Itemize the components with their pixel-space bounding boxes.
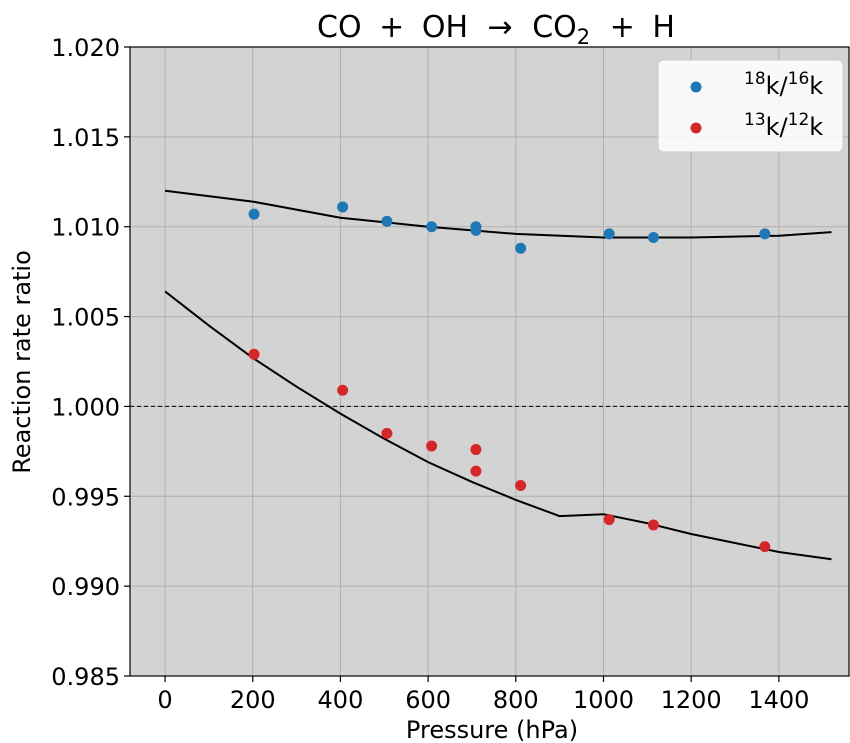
x-axis-label: Pressure (hPa) [406, 716, 578, 743]
y-tick-label: 0.990 [51, 573, 120, 601]
data-point-series-1 [470, 225, 481, 236]
x-tick-label: 600 [405, 686, 451, 714]
data-point-series-2 [648, 520, 659, 531]
legend-marker-series-2 [691, 123, 702, 134]
legend-marker-series-1 [691, 82, 702, 93]
data-point-series-1 [381, 216, 392, 227]
data-point-series-2 [470, 466, 481, 477]
y-tick-label: 0.995 [51, 483, 120, 511]
x-tick-label: 1400 [748, 686, 809, 714]
y-axis-label: Reaction rate ratio [8, 250, 36, 474]
x-tick-label: 1200 [661, 686, 722, 714]
data-point-series-2 [470, 444, 481, 455]
data-point-series-1 [604, 228, 615, 239]
data-point-series-1 [648, 232, 659, 243]
data-point-series-2 [337, 385, 348, 396]
data-point-series-2 [426, 440, 437, 451]
data-point-series-1 [249, 209, 260, 220]
data-point-series-2 [381, 428, 392, 439]
data-point-series-2 [604, 514, 615, 525]
x-tick-label: 200 [230, 686, 276, 714]
y-tick-label: 1.020 [51, 34, 120, 62]
data-point-series-2 [249, 349, 260, 360]
y-tick-label: 1.000 [51, 393, 120, 421]
chart-title: CO + OH → CO2 + H [317, 10, 675, 52]
data-point-series-1 [337, 201, 348, 212]
data-point-series-1 [759, 228, 770, 239]
legend: 18k/16k 13k/12k [658, 60, 843, 152]
y-tick-label: 1.015 [51, 124, 120, 152]
x-tick-label: 1000 [573, 686, 634, 714]
data-point-series-1 [515, 243, 526, 254]
x-tick-label: 0 [157, 686, 172, 714]
data-point-series-1 [426, 221, 437, 232]
x-axis-ticks: 0 200 400 600 800 1000 1200 1400 [157, 676, 809, 714]
y-tick-label: 1.005 [51, 304, 120, 332]
data-point-series-2 [759, 541, 770, 552]
data-point-series-2 [515, 480, 526, 491]
x-tick-label: 400 [318, 686, 364, 714]
y-tick-label: 0.985 [51, 663, 120, 691]
y-axis-ticks: 0.985 0.990 0.995 1.000 1.005 1.010 1.015 1.020 [51, 34, 130, 691]
x-tick-label: 800 [493, 686, 539, 714]
y-tick-label: 1.010 [51, 214, 120, 242]
